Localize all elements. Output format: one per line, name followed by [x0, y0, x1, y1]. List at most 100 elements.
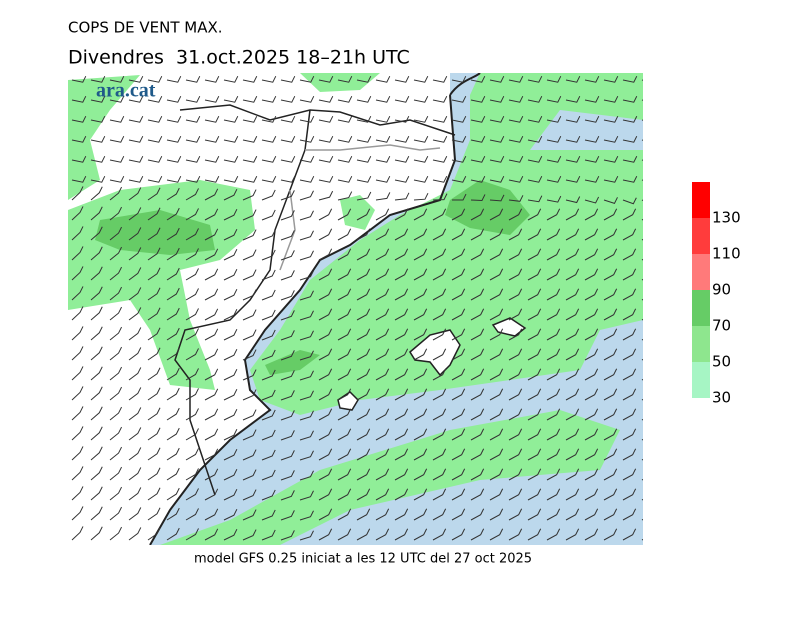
colorbar-band: [692, 182, 710, 218]
barb: [584, 488, 599, 501]
strong-wind-areas: [95, 180, 530, 375]
barb: [527, 288, 542, 301]
barb: [147, 407, 161, 421]
barb: [527, 448, 542, 461]
barb: [128, 447, 142, 461]
barb: [508, 175, 524, 183]
barb: [641, 159, 643, 161]
barb: [356, 348, 371, 361]
barb: [337, 155, 353, 163]
barb: [109, 486, 123, 501]
barb: [546, 468, 561, 481]
barb: [432, 468, 447, 481]
barb: [90, 186, 103, 201]
barb: [128, 387, 142, 401]
barb: [622, 468, 637, 481]
barb: [508, 268, 523, 281]
barb: [432, 268, 447, 281]
barb: [622, 328, 637, 341]
barb: [185, 308, 199, 321]
barb: [242, 509, 257, 521]
barb: [90, 426, 103, 441]
barb: [641, 218, 643, 221]
barb: [508, 248, 523, 261]
barb: [432, 115, 448, 123]
barb: [280, 175, 296, 183]
barb: [261, 449, 276, 461]
barb: [90, 306, 103, 321]
barb: [394, 388, 409, 401]
barb: [584, 428, 599, 441]
barb: [451, 193, 467, 201]
barb: [603, 95, 619, 103]
barb: [128, 307, 142, 321]
barb: [109, 506, 123, 521]
barb: [394, 408, 409, 421]
barb: [185, 288, 199, 301]
colorbar-label: 130: [712, 209, 741, 227]
barb: [356, 155, 372, 163]
barb: [280, 230, 295, 241]
barb: [413, 328, 428, 341]
barb: [318, 75, 334, 83]
barb: [356, 488, 371, 501]
barb: [527, 468, 542, 481]
barb: [128, 347, 142, 361]
barb: [603, 468, 618, 481]
barb: [109, 366, 123, 381]
barb: [299, 210, 314, 221]
barb: [280, 135, 296, 143]
barb: [299, 175, 315, 183]
barb: [603, 448, 618, 461]
barb: [223, 528, 238, 541]
barb: [584, 268, 599, 281]
barb: [641, 179, 643, 181]
barb: [527, 328, 542, 341]
barb: [185, 428, 199, 441]
barb: [432, 135, 448, 143]
barb: [432, 308, 447, 321]
barb: [223, 308, 238, 321]
barb: [413, 448, 428, 461]
barb: [546, 488, 561, 501]
barb: [546, 75, 562, 83]
barb: [147, 187, 161, 201]
barb: [603, 288, 618, 301]
barb: [603, 155, 619, 163]
barb: [166, 267, 180, 281]
barb: [261, 115, 277, 123]
barb: [641, 338, 643, 341]
barb: [109, 115, 125, 123]
barb: [147, 427, 161, 441]
barb: [641, 79, 643, 81]
barb: [299, 390, 314, 401]
barb: [451, 208, 466, 221]
barb: [166, 287, 180, 301]
barb: [508, 528, 523, 541]
barb: [90, 135, 106, 143]
barb: [166, 367, 180, 381]
barb: [90, 406, 103, 421]
barb: [90, 526, 103, 541]
barb: [527, 268, 542, 281]
barb: [90, 266, 103, 281]
barb: [584, 196, 600, 204]
barb: [128, 367, 142, 381]
barb: [451, 288, 466, 301]
barb: [147, 287, 161, 301]
barb: [527, 208, 542, 221]
barb: [432, 193, 448, 201]
colorbar-label: 110: [712, 245, 741, 263]
barb: [546, 368, 561, 381]
barb: [204, 188, 219, 201]
barb: [109, 186, 123, 201]
barb: [185, 188, 199, 201]
barb: [584, 228, 599, 241]
barb: [470, 388, 485, 401]
barb: [451, 488, 466, 501]
barb: [204, 508, 219, 521]
barb: [356, 248, 371, 261]
barb: [147, 527, 161, 541]
barb: [299, 115, 315, 123]
colorbar-label: 70: [712, 317, 731, 335]
